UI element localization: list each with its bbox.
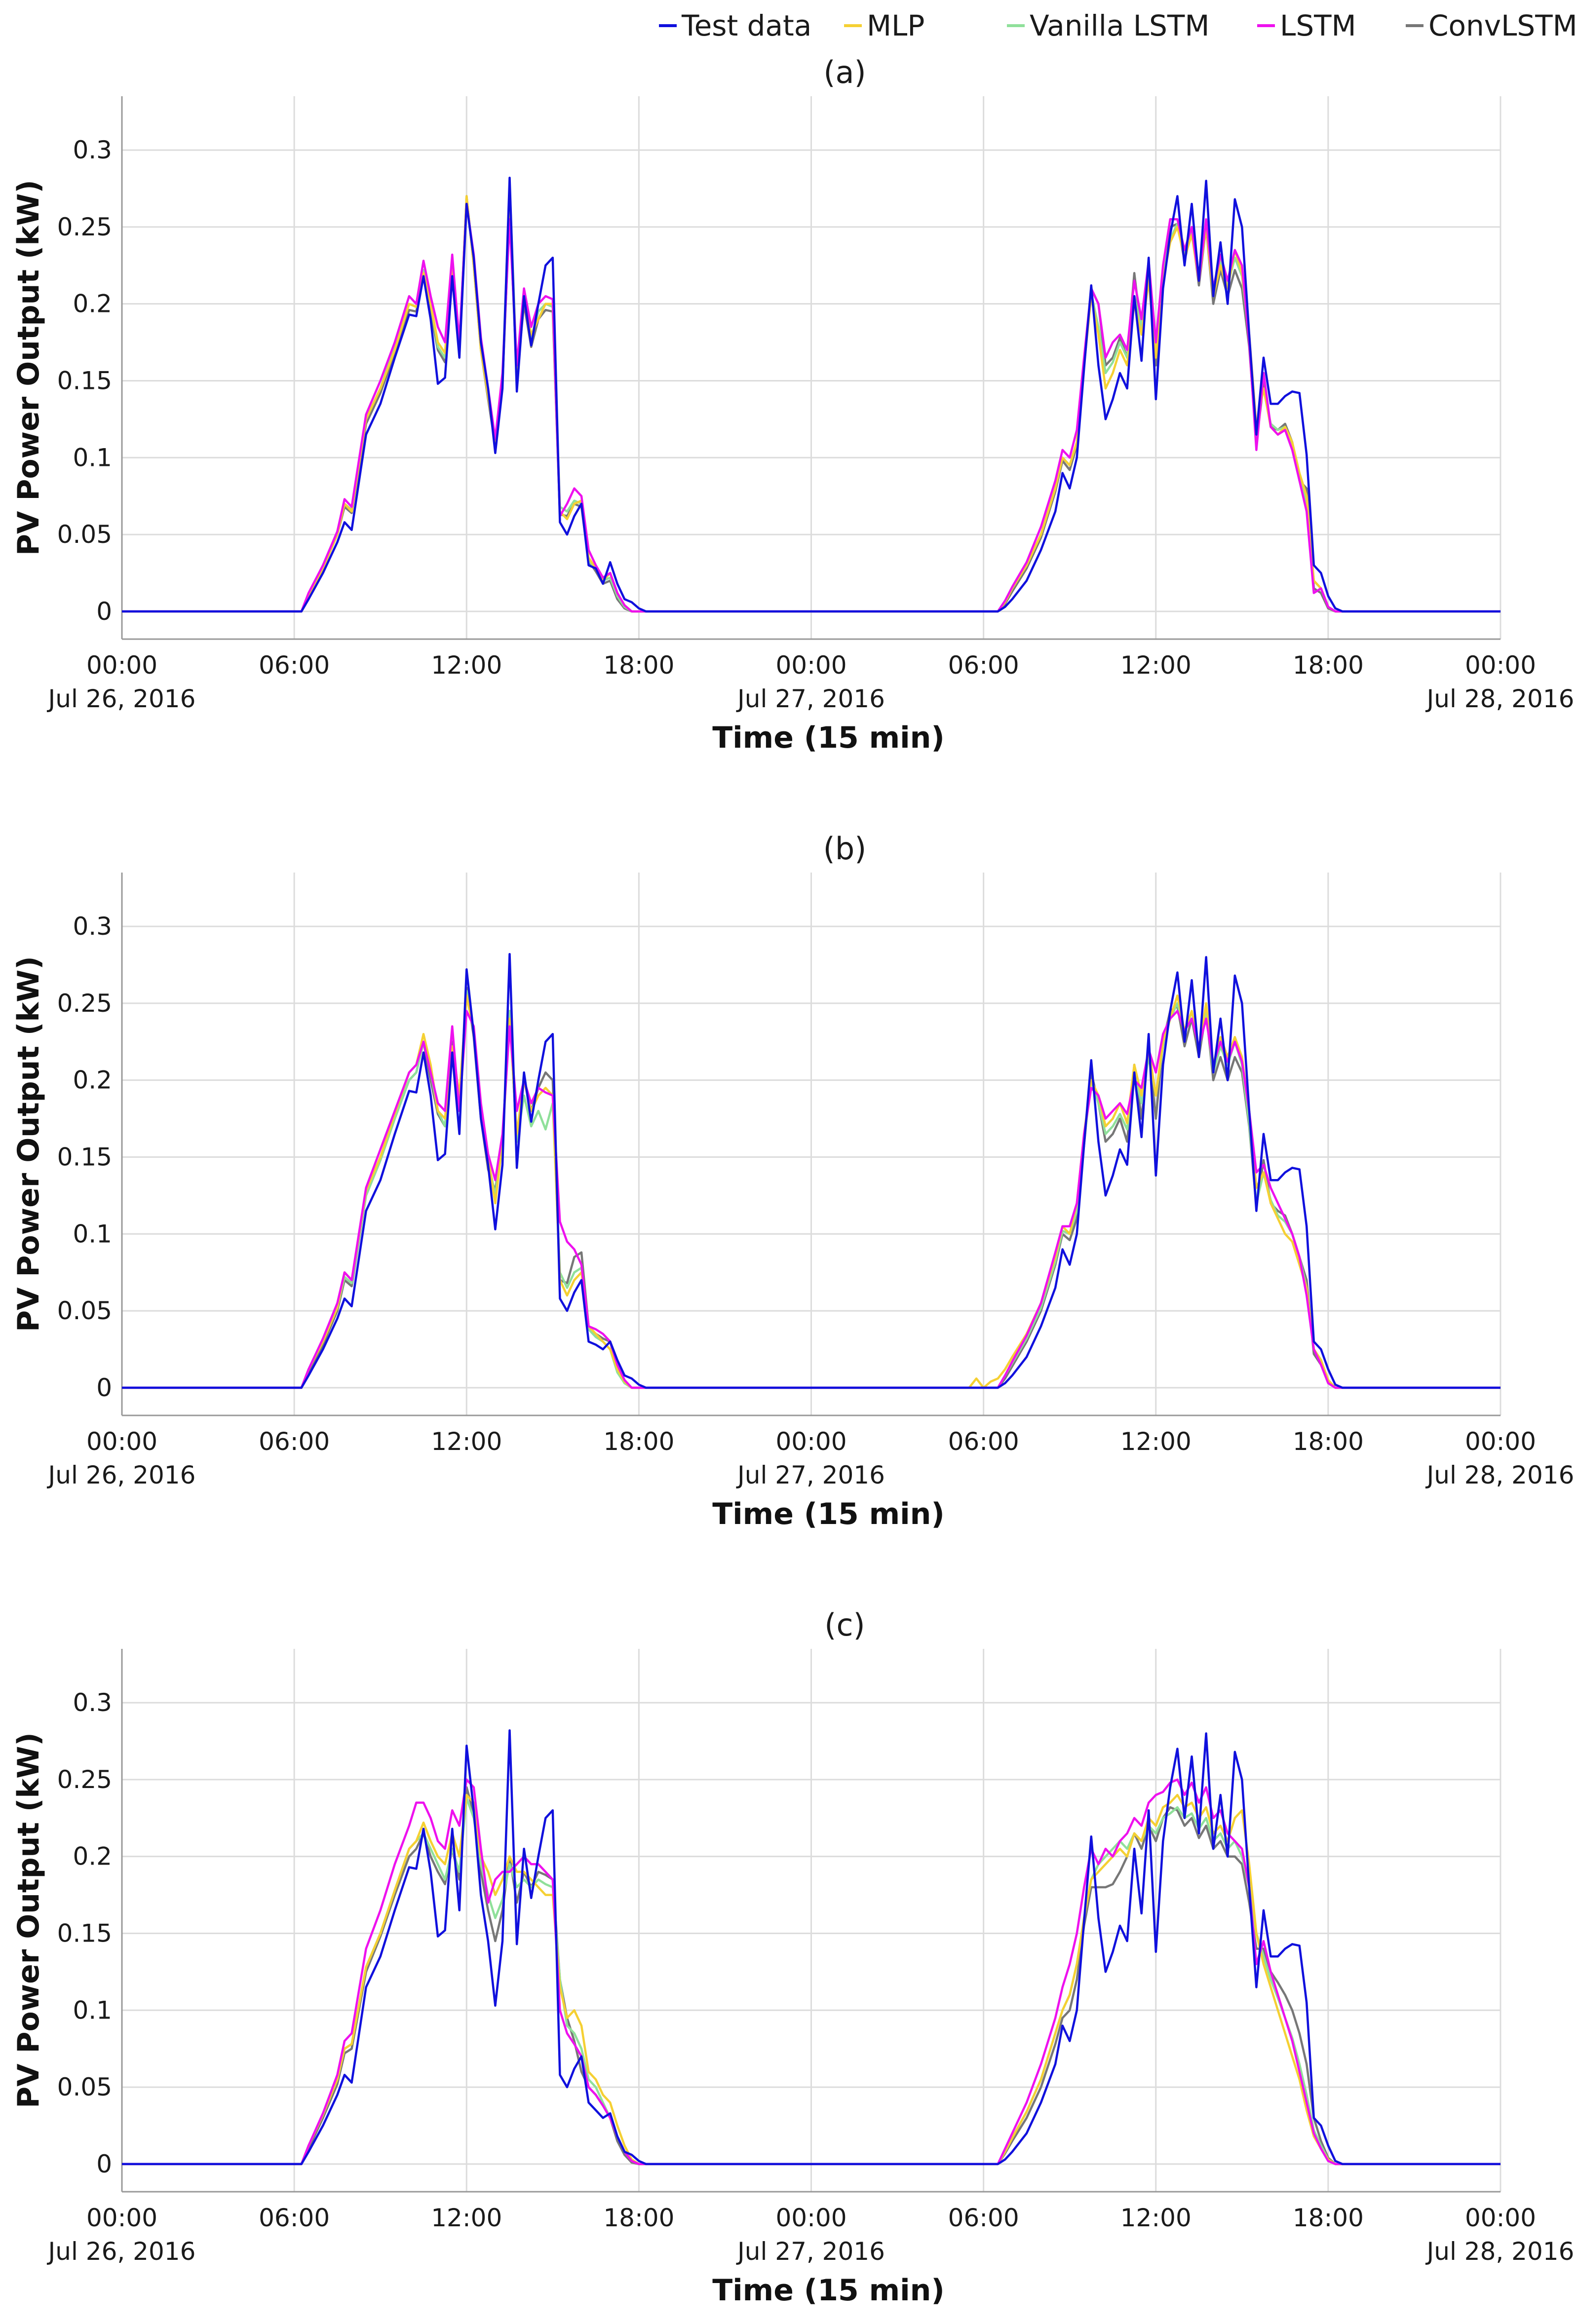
x-tick-label: 12:00 <box>1120 2204 1192 2232</box>
x-tick-label: 06:00 <box>948 1427 1019 1456</box>
x-tick-label: 00:00 <box>1465 651 1536 680</box>
series-line-test-data <box>122 176 1500 613</box>
series-line-test-data <box>122 952 1500 1389</box>
legend-label: Test data <box>681 9 811 42</box>
y-tick-label: 0.25 <box>57 989 112 1018</box>
y-tick-label: 0.2 <box>73 290 112 318</box>
y-axis-label: PV Power Output (kW) <box>11 956 46 1332</box>
y-tick-label: 0.15 <box>57 1143 112 1171</box>
x-tick-label: 18:00 <box>603 651 674 680</box>
x-tick-label: 18:00 <box>1293 2204 1364 2232</box>
y-tick-label: 0.1 <box>73 1219 112 1248</box>
y-tick-label: 0.15 <box>57 1919 112 1947</box>
x-tick-label: 00:00 <box>775 1427 846 1456</box>
x-tick-date-label: Jul 26, 2016 <box>47 685 196 713</box>
x-tick-date-label: Jul 27, 2016 <box>736 2237 885 2266</box>
x-tick-label: 06:00 <box>259 1427 330 1456</box>
x-tick-label: 12:00 <box>431 651 502 680</box>
x-tick-label: 18:00 <box>603 2204 674 2232</box>
series-line-test-data <box>122 1729 1500 2166</box>
panel-title: (c) <box>824 1607 865 1643</box>
legend-item-mlp: MLP <box>844 9 924 42</box>
y-tick-label: 0.15 <box>57 366 112 395</box>
y-tick-label: 0 <box>96 2150 112 2178</box>
x-tick-label: 18:00 <box>603 1427 674 1456</box>
legend-label: ConvLSTM <box>1428 9 1577 42</box>
x-tick-label: 00:00 <box>775 651 846 680</box>
panel-title: (a) <box>823 54 866 90</box>
legend-label: MLP <box>867 9 924 42</box>
x-tick-label: 00:00 <box>86 2204 157 2232</box>
y-tick-label: 0.25 <box>57 213 112 241</box>
x-tick-date-label: Jul 26, 2016 <box>47 1461 196 1489</box>
legend-label: Vanilla LSTM <box>1030 9 1209 42</box>
legend-item-convlstm: ConvLSTM <box>1406 9 1577 42</box>
legend-item-lstm: LSTM <box>1257 9 1356 42</box>
legend-item-vanilla-lstm: Vanilla LSTM <box>1007 9 1209 42</box>
series-line-lstm <box>122 1778 1500 2166</box>
x-axis-label: Time (15 min) <box>712 1497 945 1531</box>
y-axis-label: PV Power Output (kW) <box>11 1732 46 2108</box>
x-tick-date-label: Jul 28, 2016 <box>1425 685 1575 713</box>
y-tick-label: 0.05 <box>57 2073 112 2101</box>
x-tick-date-label: Jul 27, 2016 <box>736 1461 885 1489</box>
y-tick-label: 0.3 <box>73 912 112 941</box>
x-tick-label: 06:00 <box>259 651 330 680</box>
series-line-lstm <box>122 202 1500 613</box>
x-tick-label: 06:00 <box>948 2204 1019 2232</box>
legend: Test data MLP Vanilla LSTM LSTM ConvLSTM <box>659 9 1577 42</box>
x-tick-date-label: Jul 28, 2016 <box>1425 1461 1575 1489</box>
x-tick-label: 12:00 <box>1120 1427 1192 1456</box>
y-tick-label: 0.1 <box>73 443 112 472</box>
chart-panel-3: (c) 0 0.05 0.1 0.15 0.2 0.25 0.3 00:00 Jul 26, 20… <box>11 1607 1574 2308</box>
chart-panel-1: (a) 0 0.05 0.1 0.15 0.2 0.25 0.3 00:00 Jul 26, 20… <box>11 54 1574 755</box>
y-tick-label: 0.25 <box>57 1765 112 1794</box>
y-tick-label: 0.05 <box>57 520 112 549</box>
x-tick-label: 12:00 <box>431 1427 502 1456</box>
y-tick-label: 0.3 <box>73 1688 112 1717</box>
y-tick-label: 0.2 <box>73 1066 112 1095</box>
y-tick-label: 0.2 <box>73 1842 112 1871</box>
x-tick-label: 00:00 <box>775 2204 846 2232</box>
x-tick-date-label: Jul 27, 2016 <box>736 685 885 713</box>
series-line-mlp <box>122 1793 1500 2166</box>
legend-item-test-data: Test data <box>659 9 811 42</box>
y-tick-label: 0.3 <box>73 136 112 164</box>
x-tick-date-label: Jul 26, 2016 <box>47 2237 196 2266</box>
x-tick-label: 12:00 <box>431 2204 502 2232</box>
x-tick-label: 00:00 <box>86 651 157 680</box>
panel-title: (b) <box>823 831 867 867</box>
y-tick-label: 0 <box>96 597 112 626</box>
chart-panels: (a) 0 0.05 0.1 0.15 0.2 0.25 0.3 00:00 Jul 26, 20… <box>11 54 1574 2308</box>
x-tick-label: 06:00 <box>259 2204 330 2232</box>
x-tick-label: 00:00 <box>1465 1427 1536 1456</box>
y-axis-label: PV Power Output (kW) <box>11 180 46 556</box>
y-tick-label: 0.05 <box>57 1296 112 1325</box>
y-tick-label: 0 <box>96 1373 112 1402</box>
x-tick-label: 00:00 <box>86 1427 157 1456</box>
series-line-lstm <box>122 1010 1500 1389</box>
x-tick-label: 12:00 <box>1120 651 1192 680</box>
chart-panel-2: (b) 0 0.05 0.1 0.15 0.2 0.25 0.3 00:00 Jul 26, 20… <box>11 831 1574 1531</box>
legend-label: LSTM <box>1280 9 1356 42</box>
x-tick-label: 06:00 <box>948 651 1019 680</box>
x-axis-label: Time (15 min) <box>712 2273 945 2308</box>
x-tick-label: 00:00 <box>1465 2204 1536 2232</box>
y-tick-label: 0.1 <box>73 1996 112 2024</box>
x-axis-label: Time (15 min) <box>712 721 945 755</box>
x-tick-date-label: Jul 28, 2016 <box>1425 2237 1575 2266</box>
x-tick-label: 18:00 <box>1293 1427 1364 1456</box>
x-tick-label: 18:00 <box>1293 651 1364 680</box>
